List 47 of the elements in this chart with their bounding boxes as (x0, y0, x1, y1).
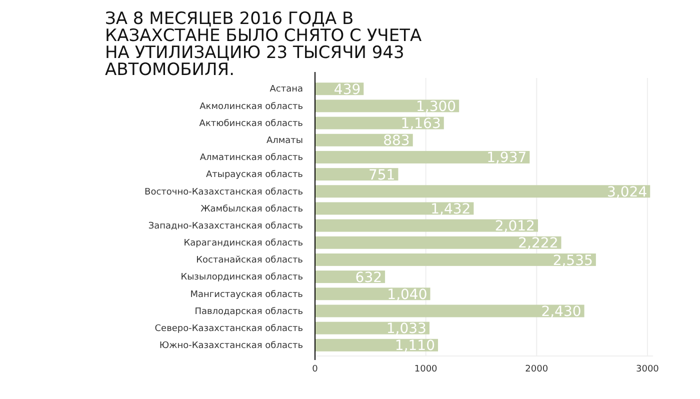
y-tick-label: Южно-Казахстанская область (159, 341, 303, 352)
y-tick-label: Жамбылская область (200, 204, 303, 214)
data-label: 1,040 (387, 286, 428, 303)
y-tick-label: Акмолинская область (200, 102, 303, 112)
data-label: 883 (383, 133, 410, 150)
bar (315, 202, 474, 215)
bar (315, 116, 444, 130)
y-tick-label: Мангистауская область (190, 290, 303, 300)
bar (315, 100, 460, 112)
data-label: 3,024 (607, 184, 648, 200)
x-tick-label: 2000 (525, 364, 548, 374)
y-tick-label: Западно-Казахстанская область (148, 221, 303, 232)
x-tick-label: 3000 (636, 364, 660, 374)
x-tick-label: 0 (312, 364, 318, 374)
data-label: 2,222 (518, 236, 558, 252)
bar (315, 253, 596, 266)
y-tick-label: Костанайская область (196, 256, 303, 266)
data-label: 1,110 (394, 338, 436, 354)
y-tick-label: Северо-Казахстанская область (154, 324, 303, 334)
y-tick-label: Актюбинская область (199, 118, 303, 129)
y-tick-label: Астана (270, 84, 303, 95)
data-label: 1,937 (486, 150, 527, 166)
bar (315, 150, 530, 164)
bar (315, 236, 562, 249)
data-label: 632 (355, 270, 382, 286)
data-label: 439 (334, 82, 361, 98)
y-tick-label: Восточно-Казахстанская область (144, 187, 303, 198)
bar (315, 219, 538, 232)
y-tick-label: Кызылординская область (180, 272, 303, 283)
bar (315, 338, 438, 352)
chart-title: ЗА 8 МЕСЯЦЕВ 2016 ГОДА В КАЗАХСТАНЕ БЫЛО СНЯТО С УЧЕТА НА УТИЛИЗАЦИЮ 23 ТЫСЯЧИ 943 АВТОМОБИЛЯ. (105, 9, 422, 80)
y-tick-label: Атырауская область (206, 170, 303, 180)
data-label: 1,300 (416, 98, 456, 115)
data-label: 2,012 (494, 218, 535, 235)
data-label: 751 (368, 167, 396, 184)
x-tick-label: 1000 (414, 364, 438, 374)
data-label: 1,033 (386, 321, 426, 338)
data-label: 2,535 (552, 252, 593, 269)
bar (315, 304, 584, 318)
y-tick-label: Карагандинская область (184, 238, 303, 249)
bar (315, 185, 650, 198)
data-label: 2,430 (541, 304, 582, 320)
y-tick-label: Алматы (266, 136, 303, 146)
data-label: 1,432 (430, 201, 471, 218)
data-label: 1,163 (400, 116, 441, 132)
y-tick-label: Павлодарская область (194, 306, 303, 317)
y-tick-label: Алматинская область (200, 153, 303, 164)
